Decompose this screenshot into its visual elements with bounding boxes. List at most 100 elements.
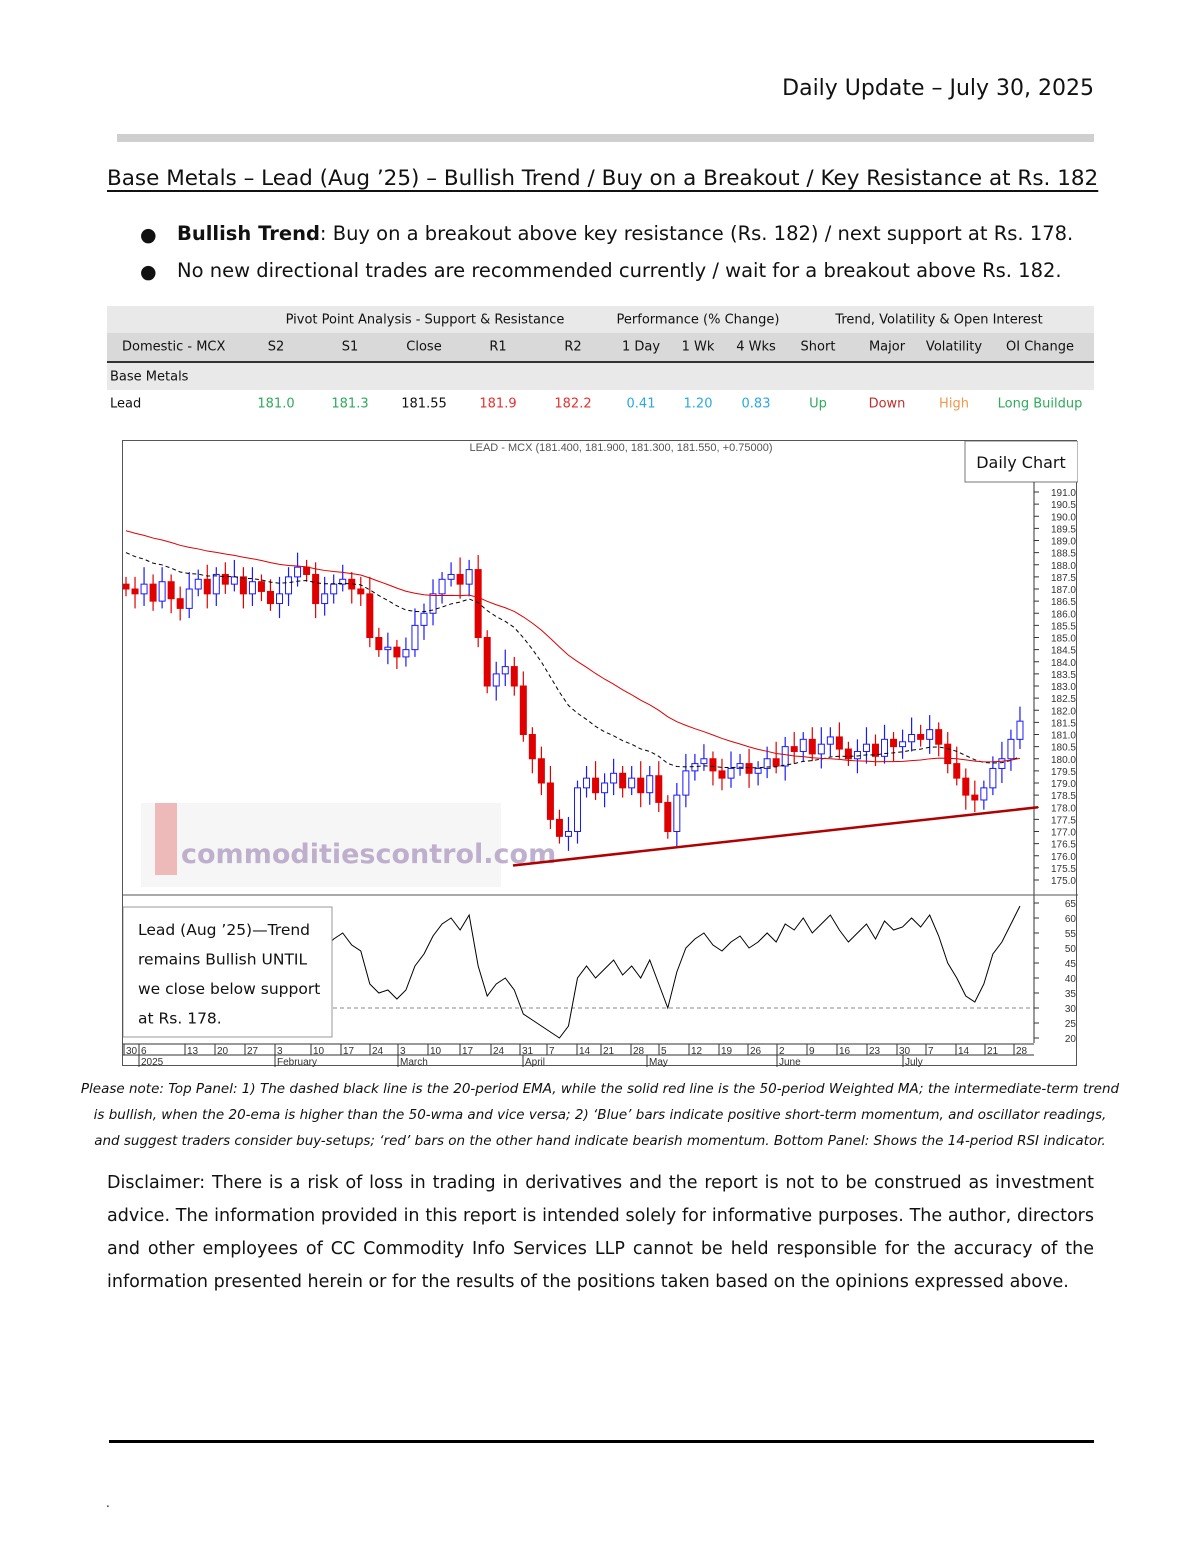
candle-body bbox=[429, 593, 437, 614]
table-cell: High bbox=[939, 396, 969, 412]
candle-body bbox=[583, 777, 591, 789]
x-tick-label: 21 bbox=[987, 1046, 999, 1057]
bullet-text: No new directional trades are recommende… bbox=[177, 259, 1062, 282]
candle-body bbox=[881, 738, 889, 757]
month-label: July bbox=[905, 1057, 923, 1067]
x-tick-label: 24 bbox=[493, 1046, 505, 1057]
x-tick-label: 28 bbox=[633, 1046, 645, 1057]
rsi-note-box bbox=[123, 906, 333, 1038]
candle-body bbox=[781, 746, 789, 767]
candle-body bbox=[537, 758, 545, 784]
x-tick-label: 7 bbox=[549, 1046, 555, 1057]
daily-chart-label: Daily Chart bbox=[976, 453, 1066, 472]
y-tick-label: 183.5 bbox=[1051, 670, 1076, 681]
note-line: is bullish, when the 20-ema is higher th… bbox=[93, 1107, 1107, 1123]
y-tick-label: 176.0 bbox=[1051, 852, 1076, 863]
candle-body bbox=[574, 787, 581, 833]
candle-body bbox=[185, 588, 193, 609]
candle-body bbox=[555, 818, 563, 837]
y-tick-label: 185.0 bbox=[1051, 634, 1076, 645]
x-tick-label: 27 bbox=[247, 1046, 259, 1057]
month-label: February bbox=[277, 1057, 317, 1067]
price-chart: commoditiescontrol.com LEAD - MCX (181.40… bbox=[122, 440, 1078, 1067]
candle-body bbox=[257, 581, 265, 592]
watermark-bg bbox=[141, 803, 501, 887]
candle-body bbox=[844, 748, 852, 760]
candle-body bbox=[989, 767, 997, 789]
report-heading: Base Metals – Lead (Aug ’25) – Bullish T… bbox=[107, 166, 1099, 191]
candle-body bbox=[438, 578, 446, 595]
table-cell: 0.83 bbox=[741, 396, 771, 412]
y-tick-label: 178.5 bbox=[1051, 791, 1076, 802]
group-pivot: Pivot Point Analysis - Support & Resista… bbox=[285, 312, 565, 327]
y-tick-label: 187.0 bbox=[1051, 585, 1076, 596]
bullet-item-2: No new directional trades are recommende… bbox=[177, 259, 1062, 282]
candle-body bbox=[140, 583, 148, 595]
table-cell: 181.0 bbox=[257, 396, 295, 412]
daily-chart-badge bbox=[964, 441, 1078, 483]
candle-body bbox=[330, 583, 338, 595]
candle-body bbox=[366, 593, 374, 639]
candle-body bbox=[149, 583, 157, 602]
bullet-bold: Bullish Trend bbox=[177, 222, 320, 245]
candle-body bbox=[998, 758, 1006, 769]
candle-body bbox=[393, 646, 401, 658]
x-tick-label: 30 bbox=[899, 1046, 911, 1057]
y-tick-label: 190.0 bbox=[1051, 512, 1076, 523]
candle-body bbox=[691, 763, 699, 772]
table-cell: 0.41 bbox=[626, 396, 656, 412]
x-tick-label: 6 bbox=[141, 1046, 147, 1057]
x-tick-label: 20 bbox=[217, 1046, 229, 1057]
candle-body bbox=[230, 576, 238, 585]
x-tick-label: 2 bbox=[779, 1046, 785, 1057]
table-cell: Up bbox=[809, 396, 827, 412]
candle-body bbox=[194, 578, 202, 590]
table-cell: Lead bbox=[110, 396, 142, 412]
x-tick-label: 10 bbox=[313, 1046, 325, 1057]
column-header: Major bbox=[868, 339, 906, 355]
candle-body bbox=[890, 738, 898, 748]
candle-body bbox=[871, 743, 879, 757]
column-header: Volatility bbox=[925, 339, 983, 355]
candle-body bbox=[908, 734, 916, 743]
candle-body bbox=[754, 767, 762, 774]
column-header: 1 Day bbox=[621, 339, 661, 355]
candle-body bbox=[817, 743, 825, 755]
candle-body bbox=[131, 588, 139, 595]
candle-body bbox=[1016, 720, 1024, 740]
table-section-row: Base Metals bbox=[107, 363, 1094, 390]
month-label: May bbox=[649, 1057, 668, 1067]
watermark-logo: commoditiescontrol.com bbox=[181, 839, 556, 870]
table-cell: Down bbox=[868, 396, 906, 412]
candle-body bbox=[167, 581, 175, 600]
y-tick-label: 187.5 bbox=[1051, 573, 1076, 584]
x-tick-label: 17 bbox=[343, 1046, 355, 1057]
candle-body bbox=[673, 794, 681, 832]
candle-body bbox=[682, 770, 690, 796]
candle-body bbox=[510, 666, 518, 687]
rsi-tick-label: 40 bbox=[1065, 974, 1077, 985]
header-divider bbox=[117, 134, 1094, 142]
candle-body bbox=[619, 772, 627, 789]
note-line: and suggest traders consider buy-setups;… bbox=[94, 1133, 1106, 1149]
bullet-text: : Buy on a breakout above key resistance… bbox=[319, 222, 1074, 245]
rsi-tick-label: 25 bbox=[1065, 1019, 1077, 1030]
y-tick-label: 184.5 bbox=[1051, 646, 1076, 657]
y-tick-label: 186.0 bbox=[1051, 609, 1076, 620]
candle-body bbox=[176, 598, 184, 609]
column-header: R2 bbox=[564, 339, 582, 355]
y-tick-label: 181.5 bbox=[1051, 718, 1076, 729]
candle-body bbox=[592, 777, 600, 794]
disclaimer: Disclaimer: There is a risk of loss in t… bbox=[107, 1173, 1094, 1292]
x-tick-label: 21 bbox=[603, 1046, 615, 1057]
rsi-note-line: at Rs. 178. bbox=[138, 1010, 222, 1028]
y-tick-label: 178.0 bbox=[1051, 803, 1076, 814]
candle-body bbox=[456, 573, 464, 585]
y-tick-label: 184.0 bbox=[1051, 658, 1076, 669]
candle-body bbox=[709, 758, 717, 772]
y-tick-label: 189.0 bbox=[1051, 537, 1076, 548]
y-tick-label: 181.0 bbox=[1051, 731, 1076, 742]
y-tick-label: 179.0 bbox=[1051, 779, 1076, 790]
ema-20-line bbox=[125, 552, 1021, 769]
table-header-row: Domestic - MCX S2 S1 Close R1 R2 1 Day 1 Wk 4 Wk… bbox=[107, 333, 1094, 363]
